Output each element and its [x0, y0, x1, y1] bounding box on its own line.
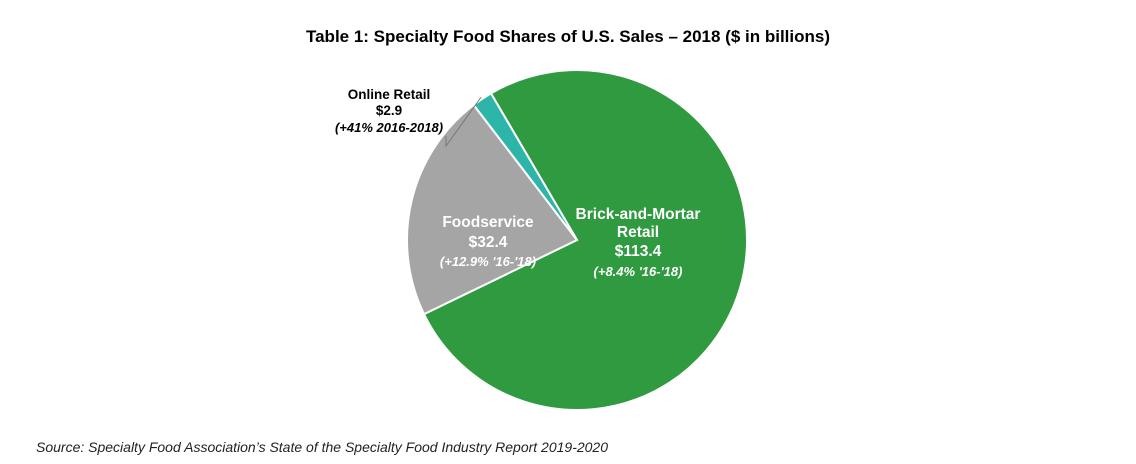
slice-2-value-label: $2.9: [376, 103, 402, 118]
pie-slice-0: [422, 69, 748, 411]
pie-slice-1: [406, 103, 579, 316]
slice-0-label-line-1: Retail: [617, 224, 659, 241]
pie-slices: [406, 69, 748, 411]
slice-2-leader-line: [445, 96, 482, 148]
slice-0-growth-label: (+8.4% '16-'18): [594, 264, 683, 279]
slice-2-label-line-0: Online Retail: [348, 87, 431, 102]
slice-0-label-line-0: Brick-and-Mortar: [576, 206, 701, 223]
slice-1-value-label: $32.4: [469, 234, 508, 251]
source-note: Source: Specialty Food Association’s Sta…: [36, 439, 608, 455]
pie-slice-2: [472, 92, 578, 241]
slice-1-label-line-0: Foodservice: [442, 214, 534, 231]
slice-2-growth-label: (+41% 2016-2018): [335, 120, 443, 135]
slice-0-value-label: $113.4: [615, 243, 662, 260]
slice-1-growth-label: (+12.9% '16-'18): [440, 254, 536, 269]
chart-title: Table 1: Specialty Food Shares of U.S. S…: [306, 27, 830, 46]
